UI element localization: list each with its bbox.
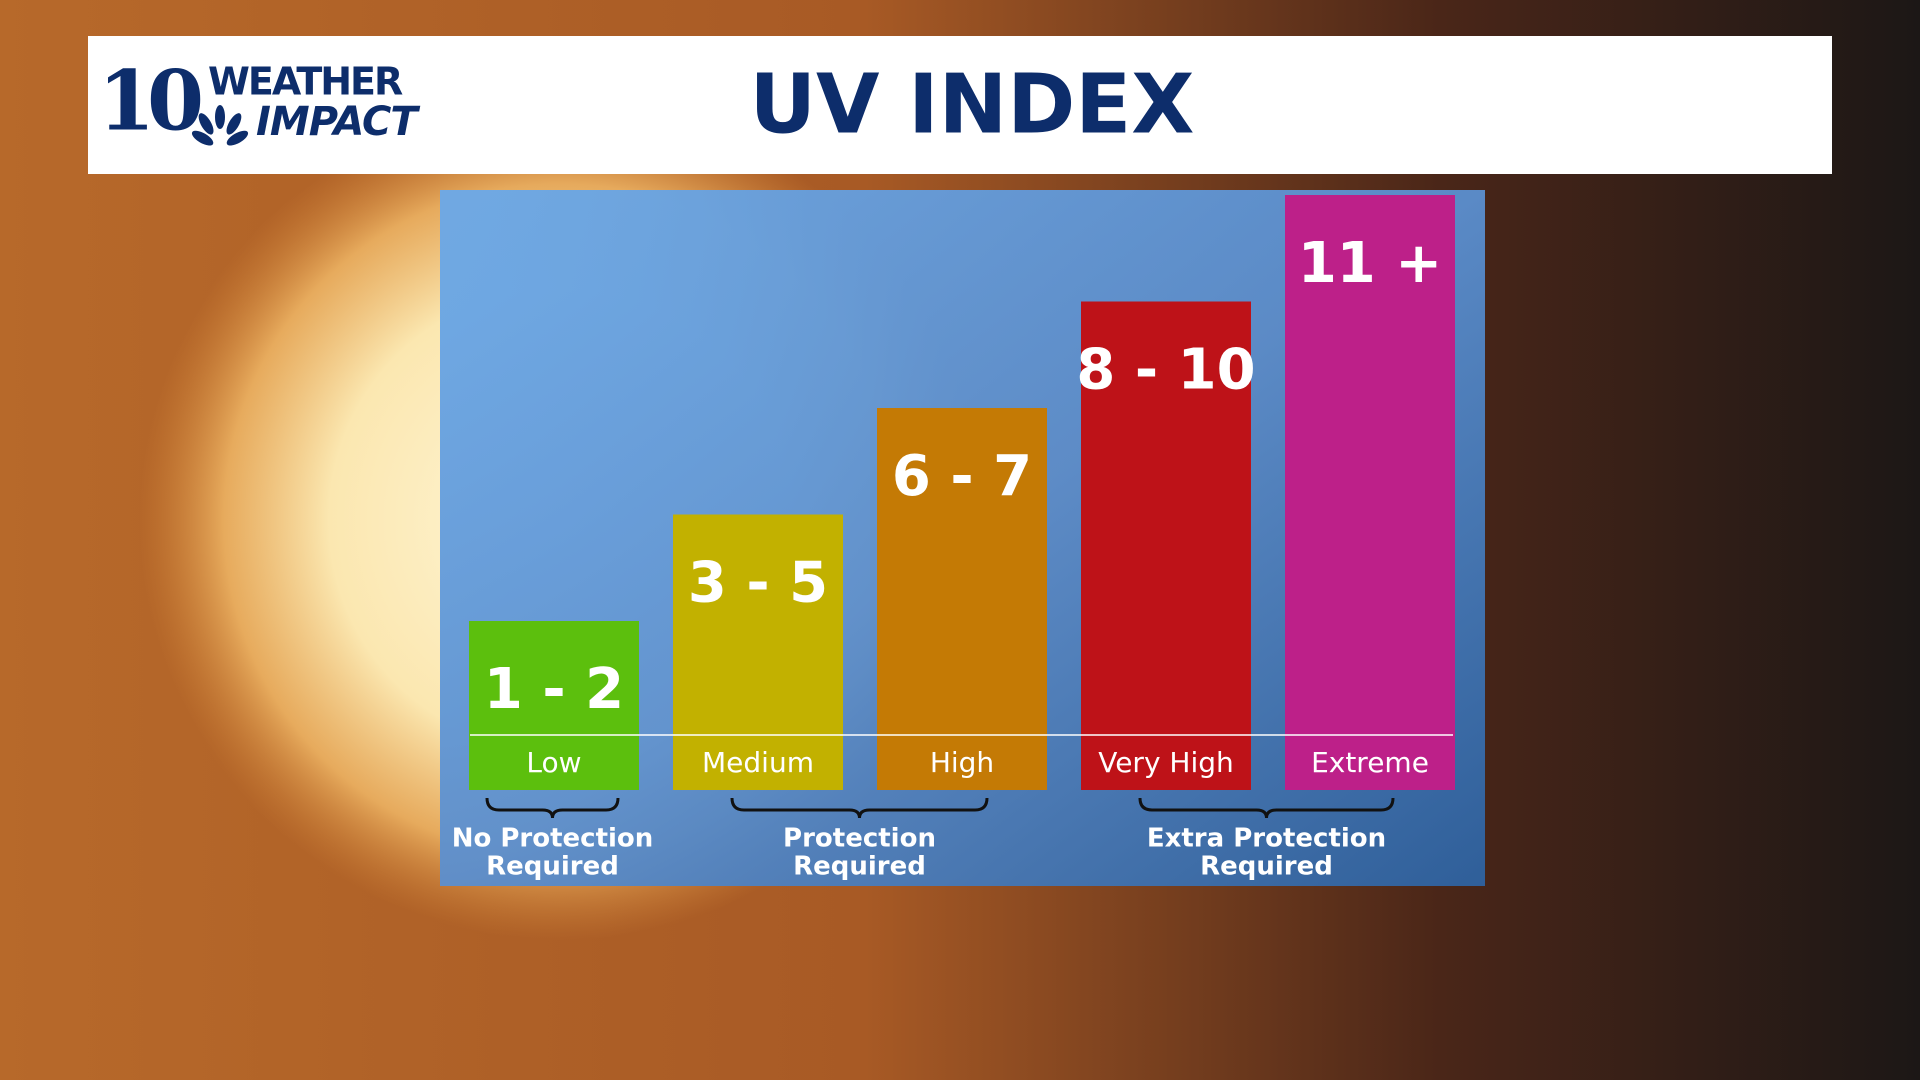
group-label: Required [793, 852, 926, 882]
brace [485, 797, 620, 819]
group-label: No Protection [452, 824, 654, 854]
brace [1138, 797, 1395, 819]
uv-bar [469, 621, 639, 790]
logo-line1: WEATHER [208, 60, 403, 104]
groups: No ProtectionRequiredProtectionRequiredE… [452, 797, 1395, 882]
uv-level: Extreme [1311, 746, 1429, 779]
uv-bar [673, 514, 843, 790]
group-label: Extra Protection [1147, 824, 1386, 854]
logo-line2: IMPACT [256, 99, 420, 145]
uv-range: 1 - 2 [484, 657, 624, 722]
bars: 1 - 2 Low 3 - 5 Medium 6 - 7 High 8 - 10 Very H… [469, 195, 1455, 790]
group-label: Protection [783, 824, 936, 854]
header-bar [88, 36, 1832, 174]
uv-range: 8 - 10 [1076, 338, 1255, 403]
uv-level: High [930, 746, 994, 779]
uv-range: 6 - 7 [892, 444, 1032, 509]
uv-range: 3 - 5 [688, 551, 828, 616]
uv-level: Very High [1098, 746, 1234, 779]
uv-bar [877, 408, 1047, 790]
brace [730, 797, 989, 819]
uv-bar [1081, 301, 1251, 790]
group-label: Required [1200, 852, 1333, 882]
logo-number: 10 [98, 53, 201, 149]
title: UV INDEX [749, 57, 1194, 152]
uv-level: Medium [702, 746, 814, 779]
peacock [191, 105, 249, 146]
group-label: Required [486, 852, 619, 882]
uv-level: Low [526, 746, 581, 779]
uv-range: 11 + [1298, 231, 1442, 296]
uv-bar [1285, 195, 1455, 790]
